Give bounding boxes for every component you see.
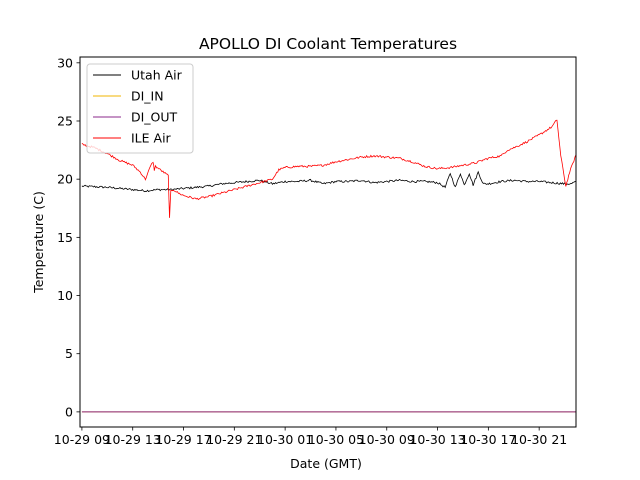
x-tick-label: 10-29 17 <box>155 432 211 447</box>
x-axis-label: Date (GMT) <box>290 456 362 471</box>
legend-label: ILE Air <box>131 131 172 146</box>
x-tick-label: 10-30 13 <box>409 432 465 447</box>
legend-box <box>86 63 194 154</box>
x-tick-label: 10-29 13 <box>105 432 161 447</box>
x-tick-label: 10-30 05 <box>308 432 364 447</box>
x-tick-label: 10-29 21 <box>206 432 262 447</box>
y-axis-label: Temperature (C) <box>31 191 46 294</box>
y-tick-label: 10 <box>57 288 73 303</box>
series-line-ile-air <box>81 119 576 218</box>
legend-label: DI_OUT <box>131 110 178 125</box>
y-tick-label: 5 <box>65 346 73 361</box>
y-tick-label: 0 <box>65 404 73 419</box>
y-tick-label: 15 <box>57 230 73 245</box>
x-tick-label: 10-29 09 <box>54 432 110 447</box>
legend-label: DI_IN <box>131 89 164 104</box>
y-tick-label: 25 <box>57 113 73 128</box>
series-line-utah-air <box>81 170 576 193</box>
legend-label: Utah Air <box>131 68 183 83</box>
axes-frame <box>79 56 577 428</box>
series-layer <box>81 119 576 413</box>
y-tick-label: 30 <box>57 55 73 70</box>
y-axis: 0 5 10 15 20 25 30 <box>57 55 80 419</box>
y-tick-label: 20 <box>57 172 73 187</box>
x-tick-label: 10-30 21 <box>511 432 567 447</box>
x-tick-label: 10-30 01 <box>257 432 313 447</box>
chart-title: APOLLO DI Coolant Temperatures <box>199 35 457 53</box>
legend: Utah Air DI_IN DI_OUT ILE Air <box>86 63 194 154</box>
x-tick-label: 10-30 09 <box>359 432 415 447</box>
x-tick-label: 10-30 17 <box>460 432 516 447</box>
